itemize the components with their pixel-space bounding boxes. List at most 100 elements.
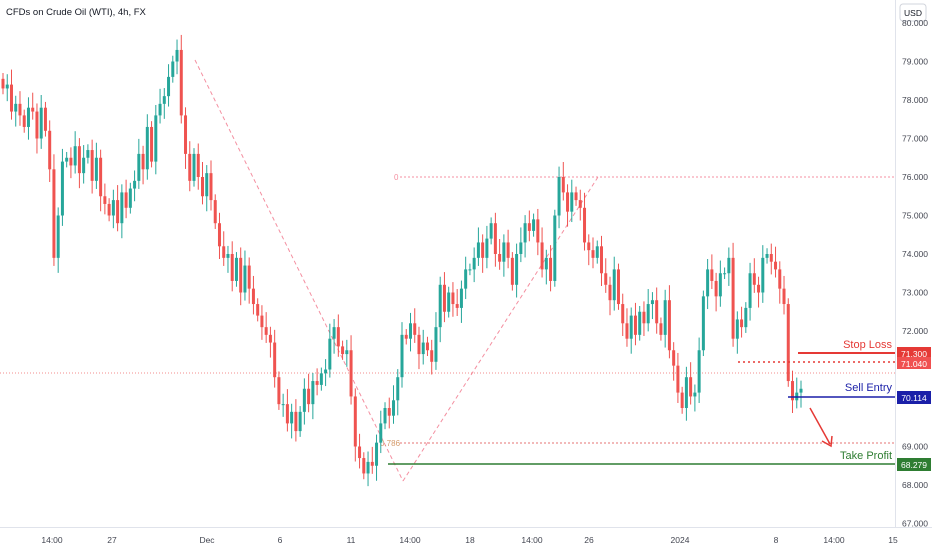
candle-body [243, 265, 247, 293]
candle-body [43, 107, 47, 131]
candle-body [167, 76, 171, 97]
candle-body [226, 254, 230, 258]
candle-body [120, 192, 124, 224]
candle-body [281, 404, 285, 406]
candle-body [353, 396, 357, 447]
candle-body [536, 219, 540, 243]
sell-entry-price-tag [897, 391, 931, 404]
candle-body [701, 296, 705, 351]
candle-body [260, 315, 264, 328]
x-tick-label: 15 [888, 535, 898, 545]
take-profit-price-tag [897, 458, 931, 471]
candle-body [366, 461, 370, 474]
fib-level-0-label: 0 [394, 173, 399, 182]
candle-body [629, 315, 633, 339]
y-tick-label: 80.000 [902, 18, 928, 28]
x-tick-label: 8 [774, 535, 779, 545]
candle-body [94, 157, 98, 181]
x-tick-label: 14:00 [41, 535, 63, 545]
candle-body [689, 377, 693, 397]
candle-body [52, 169, 56, 258]
candle-body [60, 161, 64, 216]
candle-body [9, 84, 13, 112]
candlestick-series[interactable] [1, 34, 803, 487]
currency-button[interactable] [899, 3, 927, 22]
candle-body [273, 342, 277, 378]
candle-body [217, 223, 221, 247]
x-tick-labels: 14:00 27 Dec 6 11 14:00 18 14:00 26 2024 8 14:00 15 [41, 535, 898, 545]
candle-body [464, 269, 468, 289]
candle-body [532, 219, 536, 231]
candle-body [442, 284, 446, 312]
time-axis[interactable]: 14:00 27 Dec 6 11 14:00 18 14:00 26 2024 8 14:00 15 [0, 527, 932, 546]
candle-body [179, 49, 183, 116]
candle-body [612, 269, 616, 301]
candle-body [128, 188, 132, 208]
candle-body [230, 254, 234, 281]
candle-body [731, 257, 735, 339]
candle-body [311, 381, 315, 405]
candle-body [799, 388, 803, 393]
candle-body [379, 423, 383, 443]
candle-body [769, 254, 773, 262]
candle-body [434, 327, 438, 362]
candle-body [56, 215, 60, 258]
x-tick-label: 27 [107, 535, 117, 545]
candle-body [103, 196, 107, 204]
candle-body [527, 223, 531, 231]
y-tick-label: 78.000 [902, 95, 928, 105]
x-tick-label: 14:00 [823, 535, 845, 545]
candle-body [591, 250, 595, 258]
stop-loss-price-tag [897, 347, 931, 360]
candle-body [600, 246, 603, 274]
x-tick-label: 2024 [671, 535, 690, 545]
candle-body [782, 288, 786, 305]
candle-body [506, 242, 510, 258]
candle-body [404, 334, 408, 339]
candle-body [264, 327, 268, 335]
candle-body [154, 115, 158, 162]
candle-body [328, 338, 332, 370]
candle-body [544, 257, 548, 270]
candle-body [324, 369, 328, 374]
current-price: 71.040 [901, 359, 927, 369]
currency-label: USD [904, 8, 922, 18]
candle-body [413, 323, 417, 335]
candle-body [608, 284, 612, 301]
candle-body [285, 404, 289, 424]
candle-body [697, 350, 701, 393]
y-tick-label: 72.000 [902, 326, 928, 336]
candle-body [22, 115, 26, 127]
fib-retracement[interactable]: 0 0.786 [194, 59, 895, 482]
candle-body [540, 242, 544, 270]
candle-body [65, 157, 69, 162]
candle-body [396, 377, 400, 401]
candle-body [86, 150, 90, 158]
price-axis[interactable]: USD 80.000 79.000 78.000 77.000 76.000 75.000… [895, 0, 932, 529]
candle-body [205, 173, 209, 197]
candle-body [137, 153, 141, 181]
candle-body [73, 146, 77, 166]
candle-body [307, 388, 311, 405]
candle-body [31, 107, 35, 112]
candle-body [519, 242, 523, 254]
candle-body [638, 311, 642, 335]
candle-body [39, 107, 43, 139]
candle-body [655, 300, 659, 324]
candle-body [718, 273, 722, 297]
candle-body [370, 461, 374, 466]
candle-body [485, 238, 489, 258]
y-tick-label: 74.000 [902, 249, 928, 259]
candle-body [459, 288, 463, 308]
candle-body [757, 284, 761, 293]
y-tick-label: 79.000 [902, 57, 928, 67]
candle-body [438, 284, 442, 328]
candle-body [616, 269, 620, 305]
candle-body [26, 107, 30, 127]
trade-levels[interactable]: Stop Loss Sell Entry Take Profit [388, 339, 895, 465]
fib-level-786-label: 0.786 [380, 439, 401, 448]
candle-body [209, 173, 213, 201]
candle-body [345, 350, 349, 355]
candle-body [566, 192, 570, 212]
